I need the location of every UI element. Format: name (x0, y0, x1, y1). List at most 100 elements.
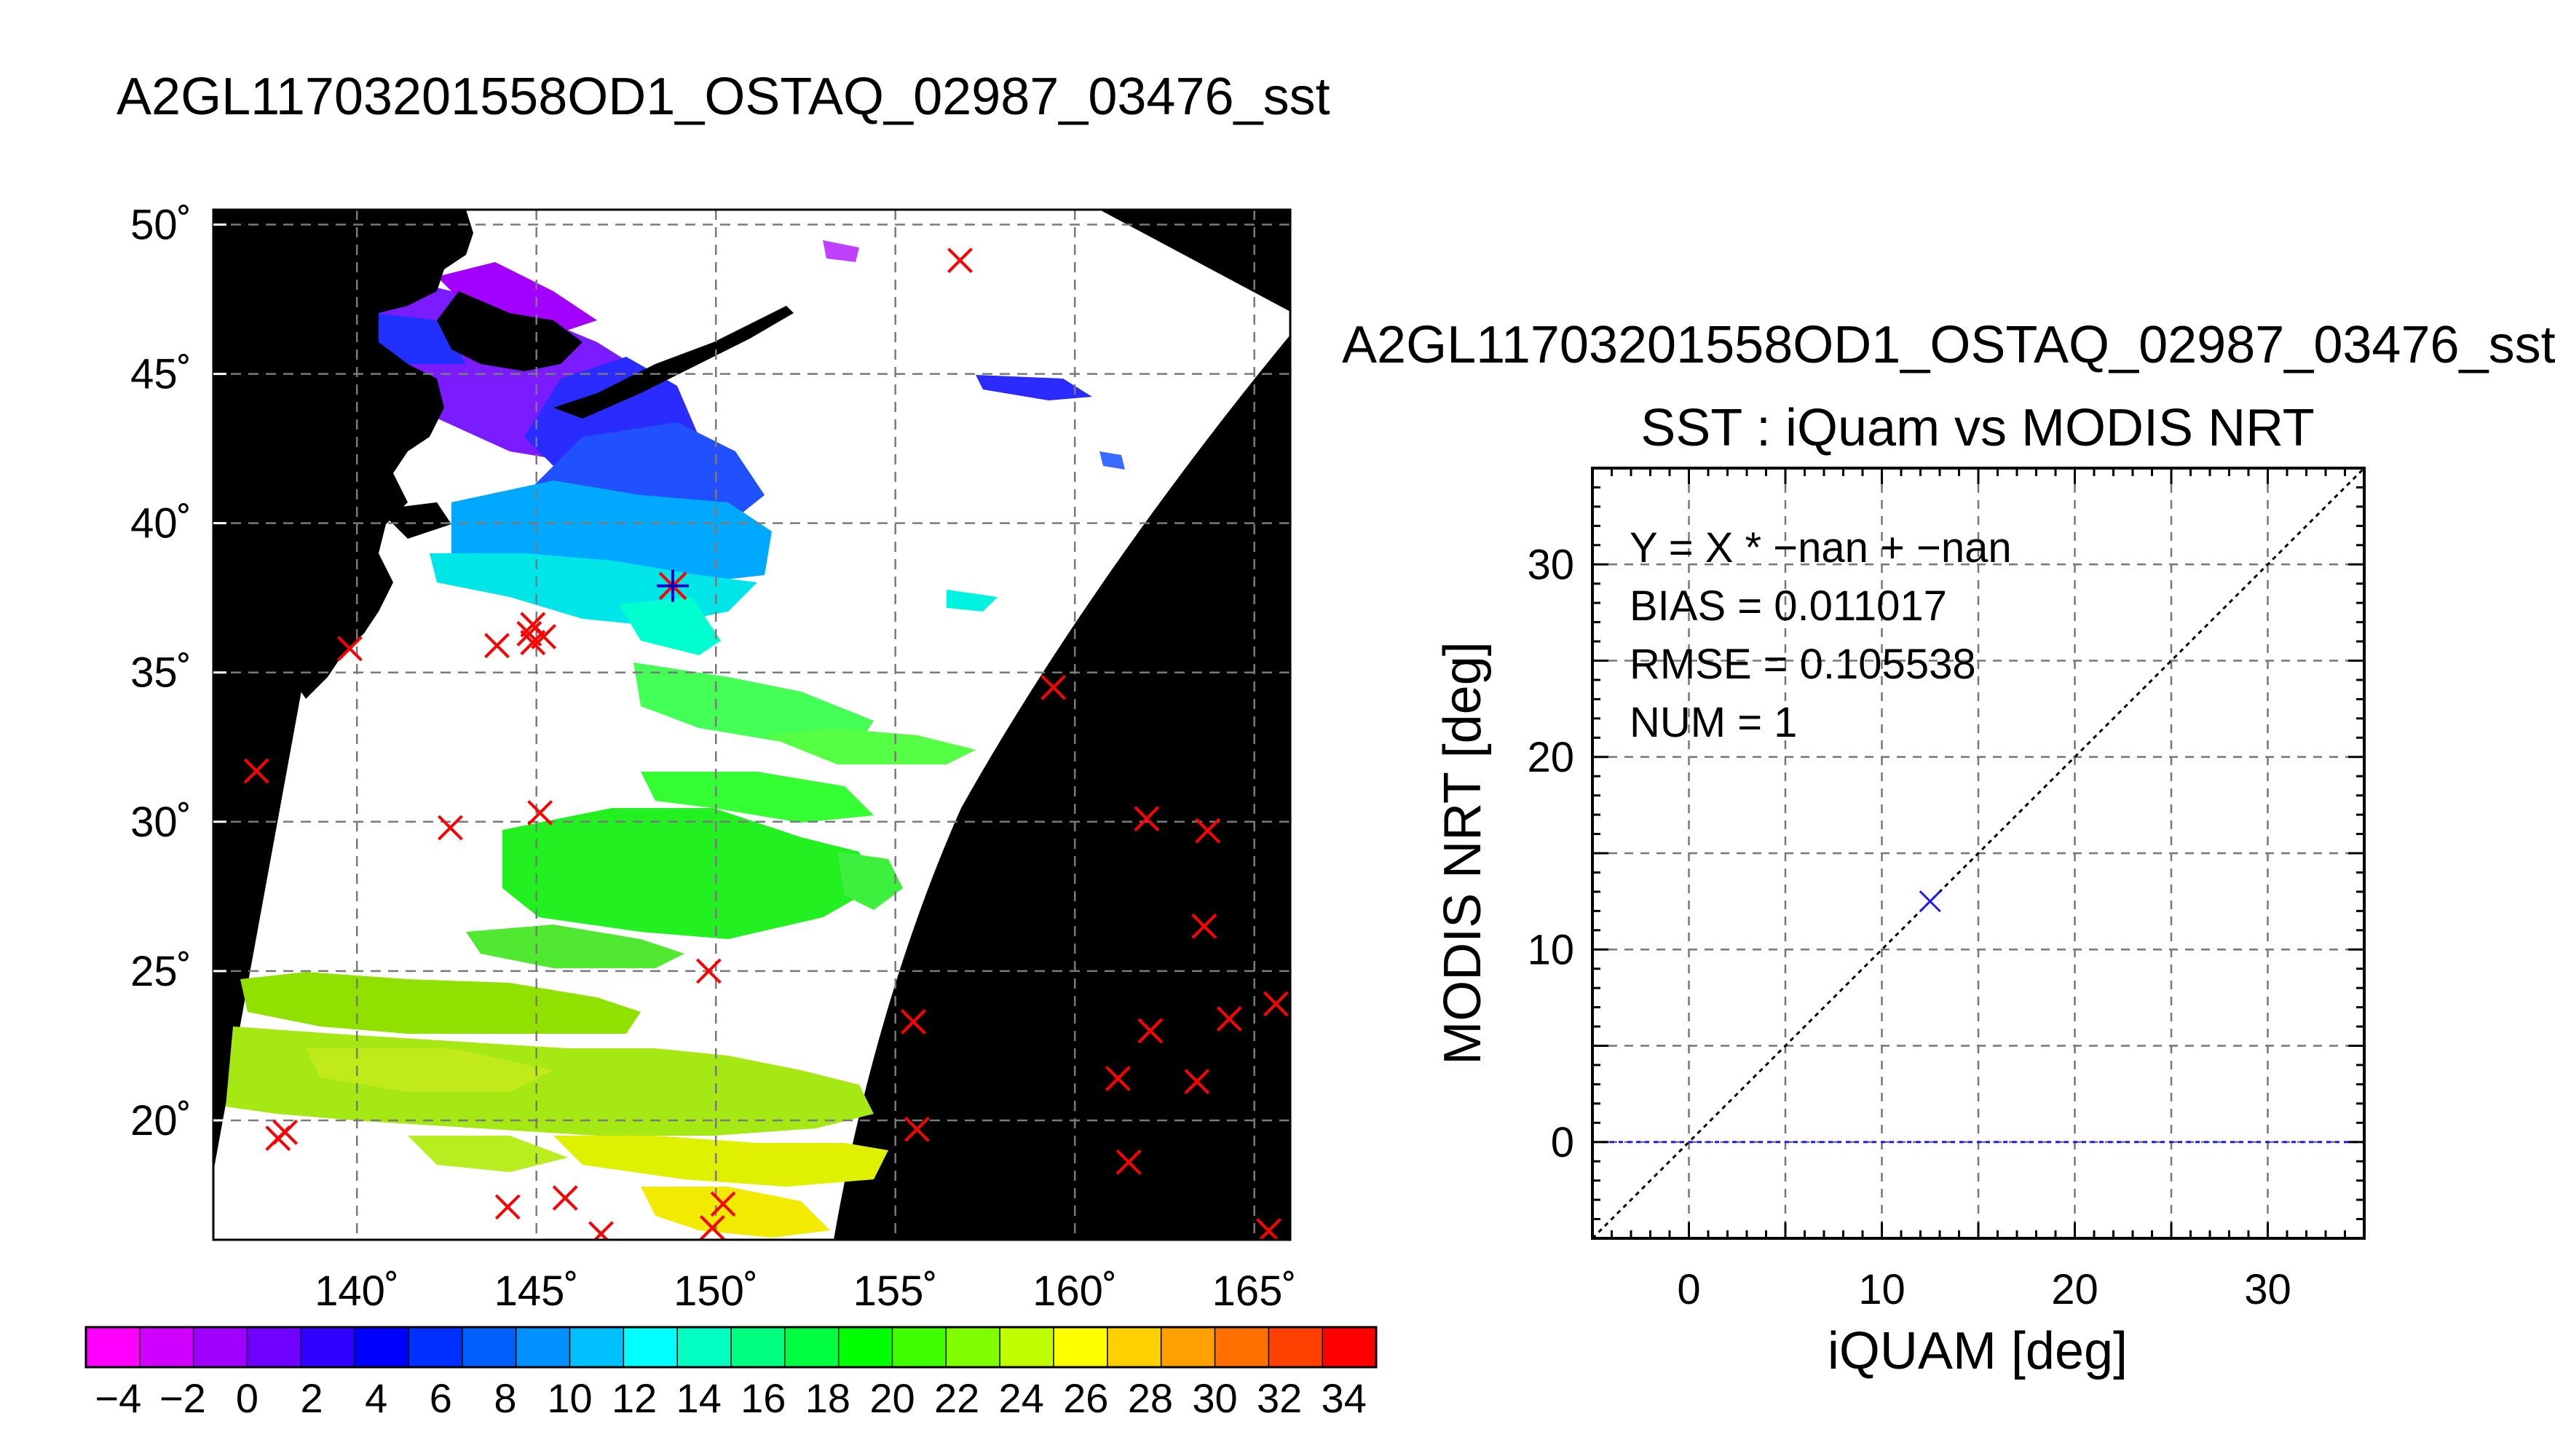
sst-region-green-5 (837, 852, 903, 910)
colorbar-segment (1322, 1327, 1377, 1367)
map-lon-tick-label: 150˚ (674, 1267, 758, 1315)
insitu-marker (494, 1194, 521, 1220)
colorbar-tick-label: 34 (1322, 1375, 1367, 1421)
colorbar-segment (1107, 1327, 1162, 1367)
colorbar-tick-label: 24 (999, 1375, 1044, 1421)
sst-region-yellowgreen-1 (240, 972, 641, 1034)
matchup-marker (657, 569, 690, 602)
sst-region-patch-2 (1099, 451, 1125, 470)
stat-line-3: RMSE = 0.105538 (1630, 641, 1976, 688)
colorbar-segment (623, 1327, 678, 1367)
colorbar-tick-label: 8 (494, 1375, 516, 1421)
scatter-ticks: 0 0 10 10 20 20 30 30 (1527, 467, 2366, 1313)
colorbar-segment (1161, 1327, 1215, 1367)
insitu-marker (552, 1185, 578, 1211)
sst-region-green-4 (502, 808, 874, 939)
insitu-marker (1216, 1006, 1242, 1032)
map-plot: 50˚ 45˚ 40˚ 35˚ 30˚ 25˚ 20˚ 140˚ 145˚ 150˚ 155˚ 160… (130, 202, 1297, 1315)
insitu-marker (336, 636, 363, 662)
insitu-marker (437, 815, 463, 841)
colorbar-segment (1054, 1327, 1108, 1367)
colorbar-tick-label: 30 (1192, 1375, 1237, 1421)
map-lat-tick-label: 40˚ (130, 500, 191, 547)
colorbar-tick-label: 20 (869, 1375, 915, 1421)
colorbar-segment (784, 1327, 840, 1367)
colorbar-segment (677, 1327, 732, 1367)
scatter-xtick-label: 0 (1677, 1266, 1700, 1313)
scatter-ytick-label: 0 (1551, 1119, 1574, 1166)
sst-region-patch-4 (947, 590, 998, 612)
insitu-marker (900, 1009, 926, 1035)
colorbar-segment (408, 1327, 463, 1367)
scatter-point (1919, 890, 1941, 913)
colorbar-segment (838, 1327, 893, 1367)
scatter-xtick-label: 30 (2244, 1266, 2291, 1313)
colorbar-tick-label: 16 (741, 1375, 786, 1421)
insitu-marker (699, 1215, 725, 1240)
colorbar-tick-label: 2 (301, 1375, 323, 1421)
colorbar-tick-label: 4 (365, 1375, 387, 1421)
stat-line-2: BIAS = 0.011017 (1630, 582, 1947, 630)
map-lon-tick-label: 140˚ (315, 1267, 399, 1315)
scatter-ytick-label: 30 (1527, 541, 1574, 588)
scatter-ytick-label: 10 (1527, 926, 1574, 973)
colorbar-tick-label: 28 (1128, 1375, 1173, 1421)
map-lat-tick-label: 50˚ (130, 202, 191, 249)
sst-region-patch-1 (976, 375, 1092, 400)
insitu-marker (1263, 991, 1289, 1017)
scatter-ylabel: MODIS NRT [deg] (1434, 641, 1492, 1065)
sst-region-green-1 (633, 662, 874, 743)
colorbar-tick-label: 12 (612, 1375, 657, 1421)
scatter-plot: 0 0 10 10 20 20 30 30 Y = X * −nan + −nan BIAS … (1434, 467, 2366, 1380)
scatter-grid (1592, 468, 2364, 1238)
scatter-xtick-label: 10 (1858, 1266, 1906, 1313)
colorbar-tick-label: 22 (934, 1375, 979, 1421)
insitu-marker (1184, 1069, 1210, 1095)
map-lon-tick-label: 160˚ (1032, 1267, 1117, 1315)
colorbar-segment (731, 1327, 786, 1367)
insitu-markers (243, 248, 1289, 1240)
insitu-marker (531, 624, 556, 649)
colorbar-tick-label: −2 (159, 1375, 206, 1421)
insitu-marker (904, 1116, 930, 1142)
colorbar-segment (462, 1327, 517, 1367)
colorbar-segment (193, 1327, 248, 1367)
colorbar-frame (84, 1326, 1378, 1369)
insitu-marker (947, 248, 973, 274)
colorbar-segment (569, 1327, 624, 1367)
sst-region-aqua (619, 597, 721, 655)
insitu-marker (527, 800, 553, 826)
insitu-marker (243, 758, 269, 784)
colorbar-segment (1215, 1327, 1269, 1367)
colorbar-tick-label: 10 (547, 1375, 592, 1421)
map-lat-tick-label: 20˚ (130, 1097, 191, 1144)
map-lat-tick-label: 30˚ (130, 799, 191, 846)
map-grid (213, 210, 1290, 1240)
colorbar-tick-label: 6 (430, 1375, 452, 1421)
map-lon-tick-label: 155˚ (853, 1267, 938, 1315)
sst-region-yellowgreen-3 (306, 1048, 553, 1092)
colorbar: −4 −2 0 2 4 6 8 10 12 14 16 18 20 22 24 26 28 30 32 34 (84, 1326, 1378, 1421)
colorbar-tick-label: 32 (1257, 1375, 1302, 1421)
colorbar-tick-label: −4 (95, 1375, 141, 1421)
colorbar-segment (355, 1327, 409, 1367)
scatter-ytick-label: 20 (1527, 734, 1574, 781)
colorbar-segment (1268, 1327, 1323, 1367)
insitu-marker (1105, 1066, 1131, 1091)
insitu-marker (710, 1191, 736, 1217)
map-lat-tick-label: 45˚ (130, 351, 191, 398)
land-hokkaido-east (437, 291, 583, 371)
scatter-xlabel: iQUAM [deg] (1828, 1322, 2128, 1380)
insitu-marker (1040, 674, 1067, 700)
scatter-xtick-label: 20 (2051, 1266, 2098, 1313)
scatter-stats: Y = X * −nan + −nan BIAS = 0.011017 RMSE… (1630, 524, 2012, 746)
colorbar-segment (247, 1327, 301, 1367)
scatter-title: SST : iQuam vs MODIS NRT (1640, 399, 2315, 457)
sst-region-green-6 (466, 925, 684, 968)
colorbar-tick-label: 18 (805, 1375, 850, 1421)
map-frame (212, 208, 1292, 1241)
colorbar-segment (892, 1327, 947, 1367)
scatter-points (1919, 890, 1941, 913)
sst-region-green-3 (641, 772, 874, 823)
colorbar-tick-label: 26 (1063, 1375, 1108, 1421)
